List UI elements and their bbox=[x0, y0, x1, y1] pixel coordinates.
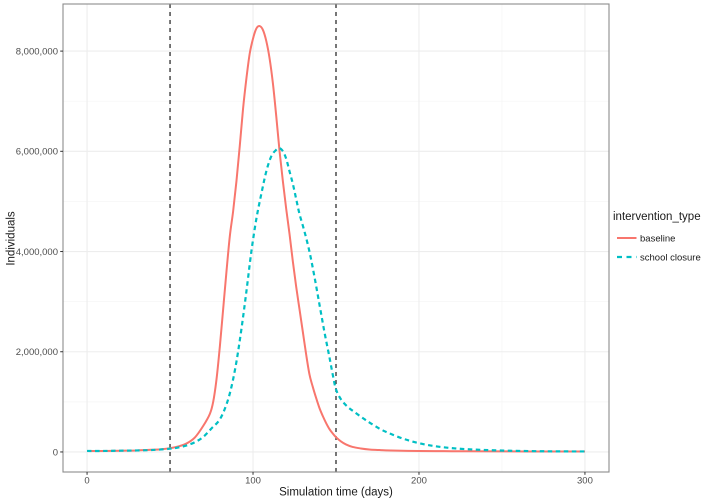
legend-item-school-closure: school closure bbox=[617, 252, 701, 263]
legend-items: baseline school closure bbox=[617, 233, 701, 263]
y-tick-label: 6,000,000 bbox=[16, 147, 58, 158]
x-tick-label: 0 bbox=[84, 476, 89, 487]
legend-label: baseline bbox=[640, 233, 675, 244]
y-axis-title: Individuals bbox=[6, 211, 18, 266]
legend: intervention_type baseline school closure bbox=[613, 211, 701, 263]
x-tick-label: 100 bbox=[245, 476, 261, 487]
legend-item-baseline: baseline bbox=[617, 233, 675, 244]
axis-ticks bbox=[60, 50, 586, 475]
y-tick-label: 2,000,000 bbox=[16, 347, 58, 358]
y-tick-label: 8,000,000 bbox=[16, 47, 58, 58]
baseline-series-line bbox=[87, 25, 585, 453]
y-tick-label: 4,000,000 bbox=[16, 247, 58, 258]
y-tick-label: 0 bbox=[53, 447, 58, 458]
legend-label: school closure bbox=[640, 252, 701, 263]
panel-border bbox=[62, 3, 610, 473]
x-tick-label: 300 bbox=[577, 476, 593, 487]
x-axis-title: Simulation time (days) bbox=[279, 487, 393, 499]
series-lines bbox=[87, 25, 585, 453]
school-closure-series-line bbox=[87, 147, 585, 453]
intervention-vlines bbox=[169, 4, 337, 472]
legend-title: intervention_type bbox=[613, 211, 701, 223]
axis-tick-labels: 0 100 200 300 0 2,000,000 4,000,000 6,000,000 8,… bbox=[16, 47, 593, 487]
x-tick-label: 200 bbox=[411, 476, 427, 487]
